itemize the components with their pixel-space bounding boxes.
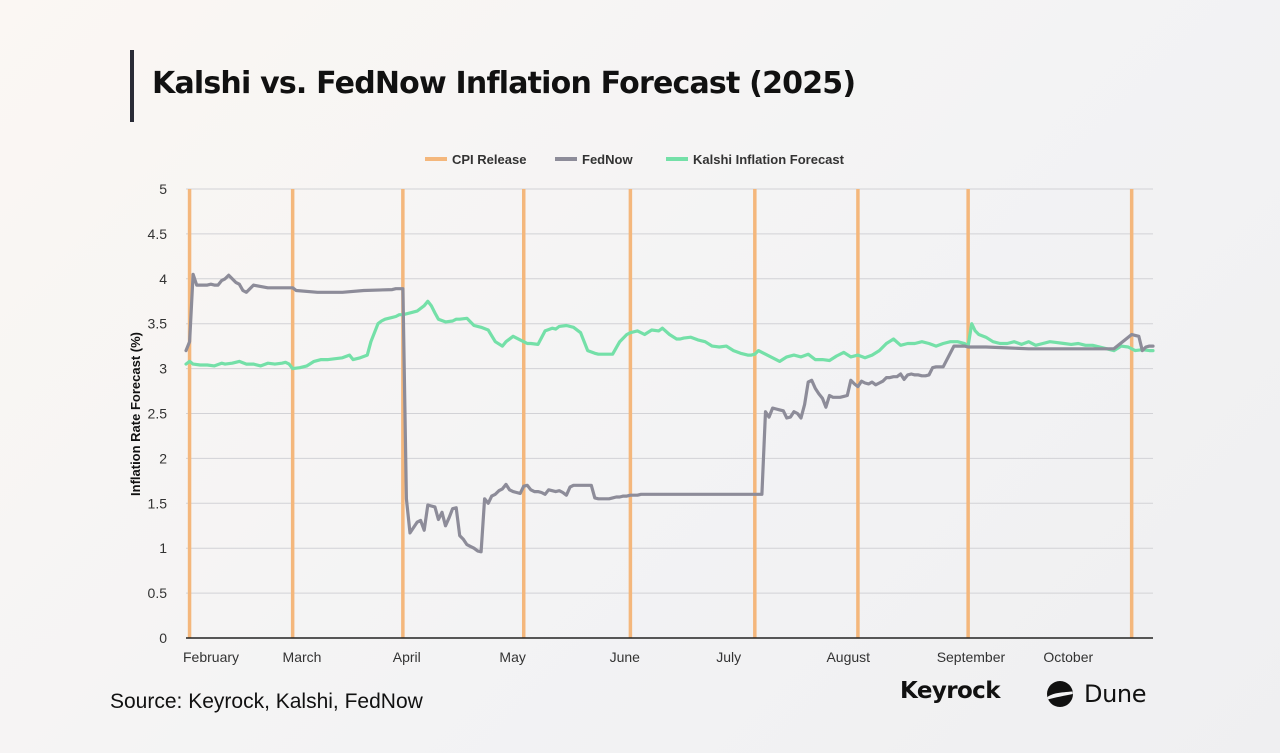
- legend-fednow-label: FedNow: [582, 152, 633, 167]
- x-tick-label: July: [716, 649, 741, 665]
- legend-kalshi-label: Kalshi Inflation Forecast: [693, 152, 845, 167]
- y-tick-label: 3: [159, 361, 167, 377]
- x-tick-label: September: [937, 649, 1006, 665]
- y-tick-label: 0: [159, 630, 167, 646]
- x-tick-label: February: [183, 649, 239, 665]
- source-note: Source: Keyrock, Kalshi, FedNow: [110, 690, 423, 713]
- dune-icon: [1047, 681, 1073, 707]
- y-tick-label: 5: [159, 181, 167, 197]
- x-tick-label: June: [610, 649, 641, 665]
- y-tick-label: 1: [159, 540, 167, 556]
- kalshi-line: [184, 299, 1155, 371]
- page-title: Kalshi vs. FedNow Inflation Forecast (20…: [152, 66, 856, 101]
- dune-logo-text: Dune: [1084, 680, 1147, 708]
- x-tick-label: August: [826, 649, 870, 665]
- y-tick-label: 2.5: [148, 406, 168, 422]
- title-accent-bar: [130, 50, 134, 122]
- y-tick-label: 0.5: [148, 585, 168, 601]
- keyrock-logo: Keyrock: [900, 678, 1000, 704]
- y-axis-label: Inflation Rate Forecast (%): [128, 332, 143, 496]
- x-tick-label: April: [393, 649, 421, 665]
- x-tick-label: October: [1043, 649, 1093, 665]
- dune-logo: Dune: [1046, 679, 1146, 709]
- x-tick-label: March: [283, 649, 322, 665]
- y-tick-label: 2: [159, 450, 167, 466]
- fednow-line: [184, 272, 1155, 554]
- legend-cpi-release-label: CPI Release: [452, 152, 526, 167]
- y-tick-label: 4.5: [148, 226, 168, 242]
- y-tick-label: 4: [159, 271, 167, 287]
- y-tick-label: 3.5: [148, 316, 168, 332]
- x-tick-label: May: [499, 649, 525, 665]
- y-tick-label: 1.5: [148, 495, 168, 511]
